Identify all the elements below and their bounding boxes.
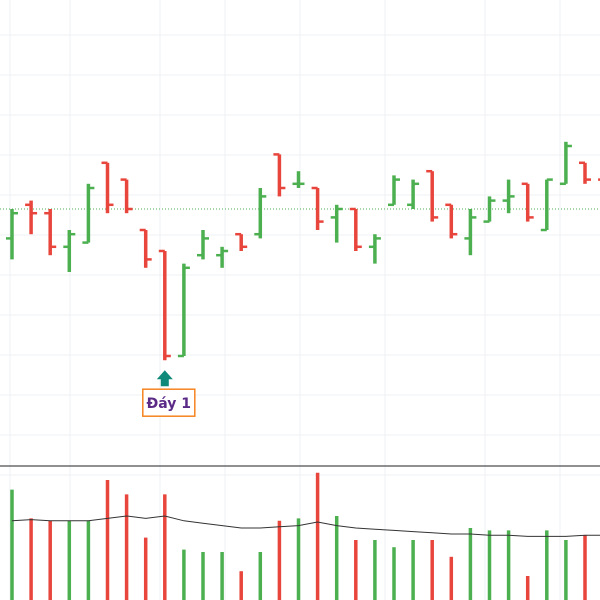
price-bar bbox=[483, 196, 496, 223]
price-bar bbox=[120, 178, 133, 214]
price-bar bbox=[44, 209, 57, 256]
price-bar bbox=[216, 246, 229, 268]
price-bar bbox=[254, 188, 267, 239]
price-bar bbox=[6, 209, 18, 260]
price-bar bbox=[235, 232, 248, 251]
price-bar bbox=[158, 249, 171, 361]
price-bar bbox=[273, 153, 286, 197]
annotation-label: Đáy 1 bbox=[147, 396, 192, 412]
price-bar bbox=[579, 161, 591, 184]
price-bar bbox=[598, 178, 600, 181]
price-bar bbox=[426, 169, 439, 222]
annotation: Đáy 1 bbox=[142, 370, 196, 417]
price-bar bbox=[25, 200, 38, 235]
price-bar bbox=[464, 209, 477, 256]
price-bar bbox=[292, 171, 305, 188]
price-bar bbox=[521, 182, 534, 222]
price-bar bbox=[311, 186, 324, 230]
price-bar bbox=[540, 178, 553, 232]
price-bar bbox=[63, 230, 76, 272]
price-bar bbox=[349, 207, 362, 251]
price-bar bbox=[197, 230, 209, 260]
price-bar bbox=[101, 161, 114, 214]
price-bar bbox=[139, 228, 152, 268]
price-bars bbox=[6, 141, 600, 361]
up-arrow-icon bbox=[156, 370, 173, 387]
price-bar bbox=[177, 263, 190, 358]
price-bar bbox=[388, 175, 400, 207]
price-bar bbox=[502, 179, 515, 214]
volume-bars bbox=[10, 472, 587, 600]
volume-average-line bbox=[11, 515, 600, 537]
price-bar bbox=[368, 234, 381, 264]
price-bar bbox=[559, 141, 572, 186]
price-bar bbox=[407, 179, 420, 209]
price-bar bbox=[330, 204, 343, 243]
price-bar bbox=[445, 203, 458, 239]
annotation-box bbox=[142, 388, 196, 417]
price-bar bbox=[82, 183, 95, 244]
